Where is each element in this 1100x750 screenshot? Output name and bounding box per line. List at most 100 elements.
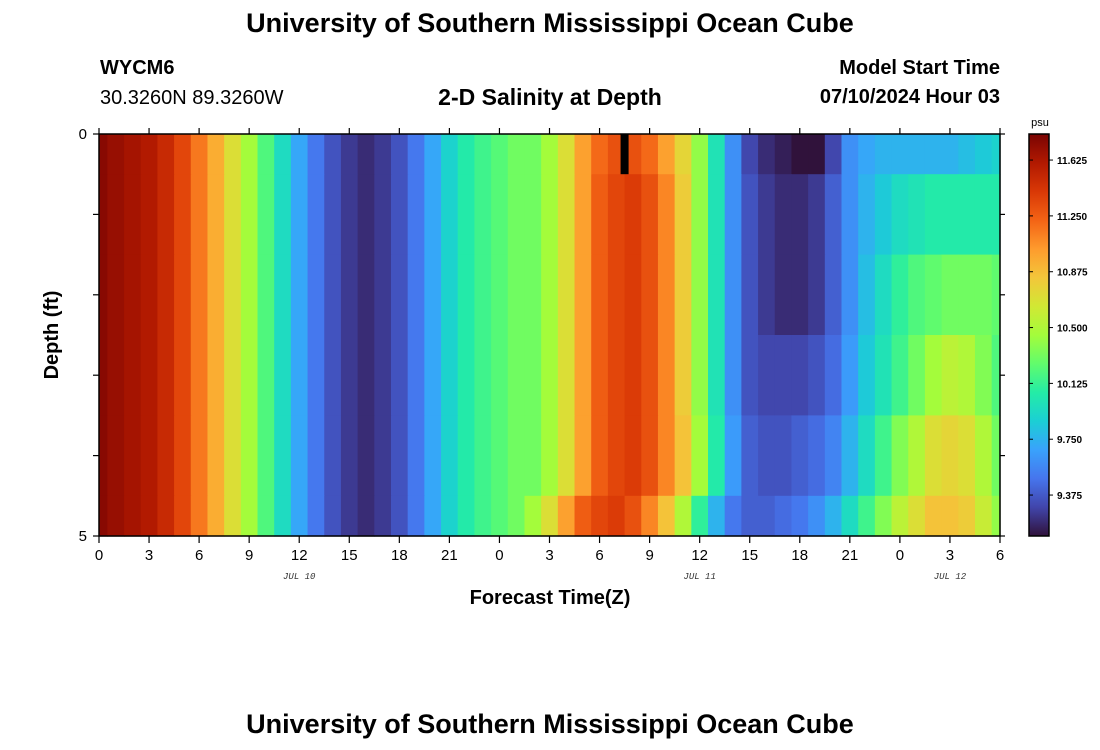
heatmap-cell <box>190 335 209 416</box>
heatmap-cell <box>140 174 158 256</box>
heatmap-cell <box>257 254 275 336</box>
heatmap-cell <box>274 335 292 416</box>
heatmap-cell <box>641 254 659 336</box>
heatmap-cell <box>257 495 275 537</box>
heatmap-cell <box>624 415 642 497</box>
x-tick-label: 21 <box>841 547 858 564</box>
heatmap-cell <box>474 495 492 537</box>
heatmap-cell <box>824 495 843 537</box>
heatmap-cell <box>524 335 542 416</box>
heatmap-cell <box>541 495 559 537</box>
x-axis: 0 3 6 9 12 15 18 21 0 3 6 9 12 15 18 21 0 3 6 JUL 10 JUL 11 J… <box>95 128 1004 582</box>
heatmap-cell <box>474 134 492 175</box>
heatmap-cell <box>491 335 509 416</box>
heatmap-cell <box>541 335 559 416</box>
heatmap-cell <box>324 254 342 336</box>
heatmap-cell <box>140 415 158 497</box>
plot-title: 2-D Salinity at Depth <box>438 84 662 110</box>
heatmap-cell <box>524 495 542 537</box>
heatmap-cell <box>674 495 692 537</box>
heatmap-cell <box>157 254 175 336</box>
heatmap-cell <box>641 415 659 497</box>
heatmap-cell <box>891 254 909 336</box>
heatmap-cell <box>574 254 592 336</box>
heatmap-cell <box>741 335 759 416</box>
x-tick-label: 18 <box>391 547 408 564</box>
model-start-time: 07/10/2024 Hour 03 <box>819 86 1000 108</box>
x-tick-label: 18 <box>791 547 808 564</box>
x-date-label: JUL 10 <box>283 572 316 582</box>
heatmap-cell <box>174 134 192 175</box>
heatmap-cell <box>340 174 359 256</box>
heatmap-cell <box>99 495 108 537</box>
heatmap-cell <box>674 415 692 497</box>
heatmap-cell <box>924 415 943 497</box>
heatmap-cell <box>390 495 409 537</box>
heatmap-cell <box>774 415 793 497</box>
heatmap-cell <box>507 254 526 336</box>
heatmap-cell <box>424 335 442 416</box>
heatmap-cell <box>257 134 275 175</box>
heatmap-cell <box>424 134 442 175</box>
heatmap-cell <box>691 495 709 537</box>
heatmap-cell <box>557 134 576 175</box>
heatmap-cell <box>591 254 609 336</box>
heatmap-cell <box>708 134 726 175</box>
heatmap-cell <box>224 254 242 336</box>
heatmap-cell <box>591 134 609 175</box>
heatmap-cell <box>974 254 993 336</box>
x-tick-label: 6 <box>996 547 1004 564</box>
heatmap-cell <box>390 134 409 175</box>
heatmap-cell <box>124 335 142 416</box>
heatmap-cell <box>507 174 526 256</box>
heatmap-cell <box>491 415 509 497</box>
heatmap-cell <box>124 415 142 497</box>
heatmap-cell <box>874 495 893 537</box>
heatmap-cell <box>891 134 909 175</box>
heatmap-cell <box>874 335 893 416</box>
colorbar-tick-label: 11.625 <box>1057 156 1087 167</box>
heatmap-cell <box>708 174 726 256</box>
heatmap-cell <box>441 495 459 537</box>
heatmap-cell <box>124 174 142 256</box>
heatmap-cell <box>474 254 492 336</box>
heatmap-cell <box>774 335 793 416</box>
heatmap-cell <box>591 335 609 416</box>
heatmap-cell <box>574 415 592 497</box>
heatmap-cell <box>190 134 209 175</box>
heatmap-cell <box>708 254 726 336</box>
heatmap-cell <box>240 134 259 175</box>
heatmap-cell <box>858 134 876 175</box>
heatmap-cell <box>808 134 826 175</box>
heatmap-cell <box>174 335 192 416</box>
heatmap-cell <box>274 134 292 175</box>
heatmap-cell <box>607 335 626 416</box>
heatmap-cell <box>674 254 692 336</box>
heatmap-cell <box>424 254 442 336</box>
heatmap-cell <box>474 335 492 416</box>
heatmap-cell <box>474 415 492 497</box>
x-tick-label: 9 <box>245 547 253 564</box>
heatmap-cell <box>824 335 843 416</box>
x-date-label: JUL 11 <box>683 572 715 582</box>
heatmap-cell <box>507 495 526 537</box>
heatmap-cell <box>758 134 776 175</box>
heatmap-cell <box>374 495 392 537</box>
heatmap-cell <box>340 415 359 497</box>
heatmap-cell <box>691 335 709 416</box>
heatmap-cell <box>374 254 392 336</box>
heatmap-cell <box>257 174 275 256</box>
heatmap-cell <box>591 415 609 497</box>
heatmap-cell <box>307 415 325 497</box>
heatmap-cell <box>941 254 959 336</box>
heatmap-cell <box>257 335 275 416</box>
heatmap-cell <box>407 495 425 537</box>
heatmap-cells <box>99 134 1001 537</box>
heatmap-cell <box>574 134 592 175</box>
heatmap-cell <box>407 335 425 416</box>
heatmap-cell <box>624 134 642 175</box>
heatmap-cell <box>357 254 375 336</box>
heatmap-cell <box>641 495 659 537</box>
heatmap-cell <box>374 415 392 497</box>
heatmap-cell <box>858 335 876 416</box>
